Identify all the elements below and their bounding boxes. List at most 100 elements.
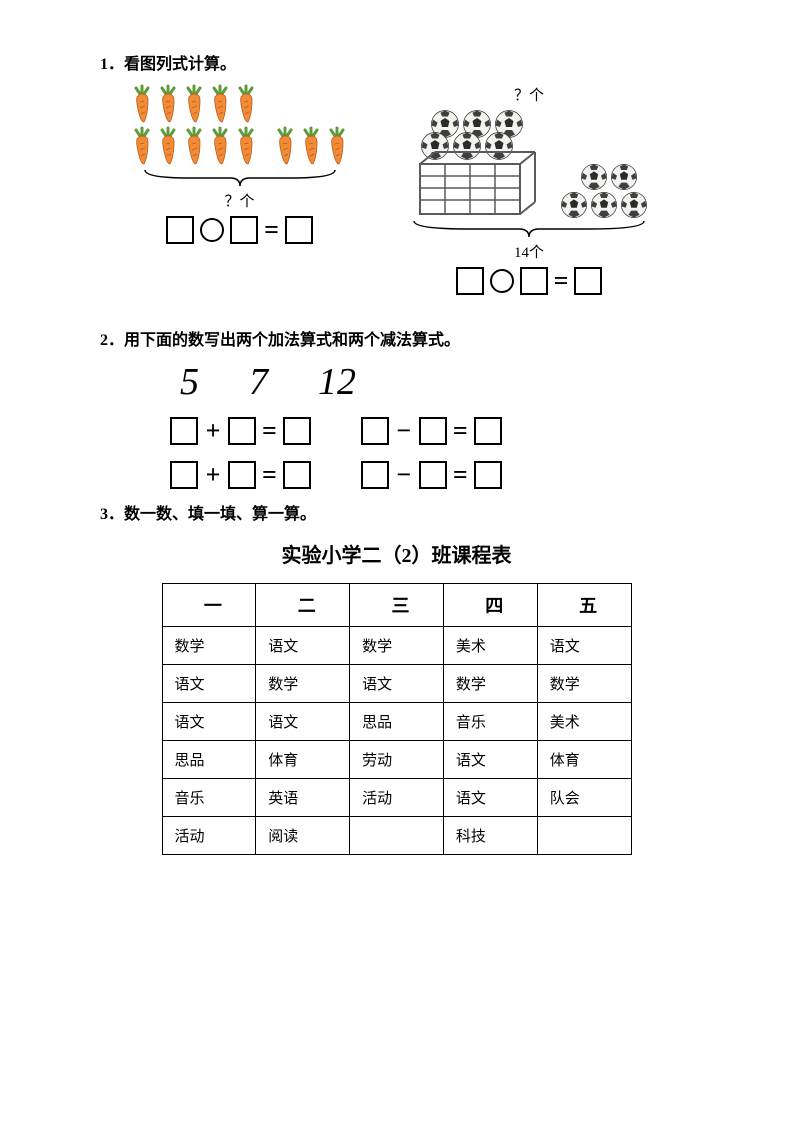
table-row: 音乐英语活动语文队会: [162, 779, 631, 817]
equals-sign: =: [453, 460, 468, 490]
q1-figures: ？个 = ？个: [130, 84, 693, 296]
brace-icon: [140, 168, 340, 188]
num: 7: [249, 360, 268, 404]
table-cell: 英语: [256, 779, 350, 817]
carrot-icon: [234, 126, 258, 166]
table-cell: 劳动: [350, 741, 444, 779]
table-cell: 语文: [256, 627, 350, 665]
carrot-icon: [130, 84, 154, 124]
carrot-icon: [208, 84, 232, 124]
plus-sign: +: [204, 460, 222, 490]
q2-numbers: 5 7 12: [180, 360, 693, 404]
carrot-icon: [325, 126, 349, 166]
carrot-icon: [299, 126, 323, 166]
op-circle[interactable]: [490, 269, 514, 293]
table-cell: 数学: [350, 627, 444, 665]
input-box[interactable]: [456, 267, 484, 295]
input-box[interactable]: [419, 417, 447, 445]
carrot-icon: [156, 126, 180, 166]
carrot-icon: [208, 126, 232, 166]
carrot-icon: [156, 84, 180, 124]
input-box[interactable]: [419, 461, 447, 489]
input-box[interactable]: [361, 461, 389, 489]
table-cell: 思品: [162, 741, 256, 779]
table-cell: 语文: [162, 665, 256, 703]
input-box[interactable]: [285, 216, 313, 244]
input-box[interactable]: [170, 417, 198, 445]
table-cell: [537, 817, 631, 855]
table-cell: 队会: [537, 779, 631, 817]
input-box[interactable]: [474, 417, 502, 445]
table-cell: 体育: [537, 741, 631, 779]
input-box[interactable]: [230, 216, 258, 244]
input-box[interactable]: [283, 461, 311, 489]
carrot-icon: [273, 126, 297, 166]
q1-left-eq: =: [166, 215, 313, 245]
table-header: 一: [162, 584, 256, 627]
table-cell: 数学: [256, 665, 350, 703]
q2-eq-grid: + = + = − = − =: [170, 412, 693, 490]
table-cell: 阅读: [256, 817, 350, 855]
soccer-ball-icon: [590, 191, 618, 219]
ball-crate: [410, 109, 540, 219]
table-row: 活动阅读科技: [162, 817, 631, 855]
table-cell: 数学: [443, 665, 537, 703]
table-header: 四: [443, 584, 537, 627]
input-box[interactable]: [361, 417, 389, 445]
q1-right-label: 14个: [514, 241, 544, 262]
sub-eq-1: − =: [361, 416, 502, 446]
table-cell: 语文: [350, 665, 444, 703]
table-cell: 语文: [162, 703, 256, 741]
q1-right: ？个: [409, 84, 649, 296]
carrot-icon: [130, 126, 154, 166]
input-box[interactable]: [170, 461, 198, 489]
carrot-block-b: [273, 126, 349, 166]
equals-sign: =: [264, 215, 279, 245]
input-box[interactable]: [474, 461, 502, 489]
minus-sign: −: [395, 460, 413, 490]
equals-sign: =: [554, 266, 569, 296]
table-cell: 音乐: [443, 703, 537, 741]
input-box[interactable]: [228, 461, 256, 489]
soccer-ball-icon: [560, 191, 588, 219]
table-header: 二: [256, 584, 350, 627]
carrot-icon: [182, 126, 206, 166]
crate-icon: [410, 109, 540, 219]
q2-title: 2．用下面的数写出两个加法算式和两个减法算式。: [100, 326, 693, 350]
sub-eq-2: − =: [361, 460, 502, 490]
carrot-icon: [234, 84, 258, 124]
table-cell: 语文: [443, 741, 537, 779]
schedule-table: 一二三四五 数学语文数学美术语文语文数学语文数学数学语文语文思品音乐美术思品体育…: [162, 583, 632, 855]
q1-right-eq: =: [456, 266, 603, 296]
table-cell: 思品: [350, 703, 444, 741]
plus-sign: +: [204, 416, 222, 446]
input-box[interactable]: [166, 216, 194, 244]
table-cell: 音乐: [162, 779, 256, 817]
num: 5: [180, 360, 199, 404]
q1-title: 1．看图列式计算。: [100, 50, 693, 74]
equals-sign: =: [453, 416, 468, 446]
soccer-ball-icon: [580, 163, 608, 191]
brace-icon: [409, 219, 649, 239]
input-box[interactable]: [574, 267, 602, 295]
input-box[interactable]: [283, 417, 311, 445]
equals-sign: =: [262, 460, 277, 490]
table-cell: 数学: [162, 627, 256, 665]
q1-left-label: ？个: [224, 190, 254, 211]
q3-title: 3．数一数、填一填、算一算。: [100, 500, 693, 524]
table-cell: 美术: [443, 627, 537, 665]
input-box[interactable]: [520, 267, 548, 295]
schedule-title: 实验小学二（2）班课程表: [100, 539, 693, 568]
carrot-block-a: [130, 84, 258, 166]
input-box[interactable]: [228, 417, 256, 445]
carrot-icon: [182, 84, 206, 124]
op-circle[interactable]: [200, 218, 224, 242]
table-row: 语文语文思品音乐美术: [162, 703, 631, 741]
soccer-ball-icon: [610, 163, 638, 191]
minus-sign: −: [395, 416, 413, 446]
table-row: 语文数学语文数学数学: [162, 665, 631, 703]
q1-right-top-label: ？个: [514, 84, 544, 105]
table-header: 三: [350, 584, 444, 627]
table-cell: [350, 817, 444, 855]
ball-group: [560, 163, 648, 219]
